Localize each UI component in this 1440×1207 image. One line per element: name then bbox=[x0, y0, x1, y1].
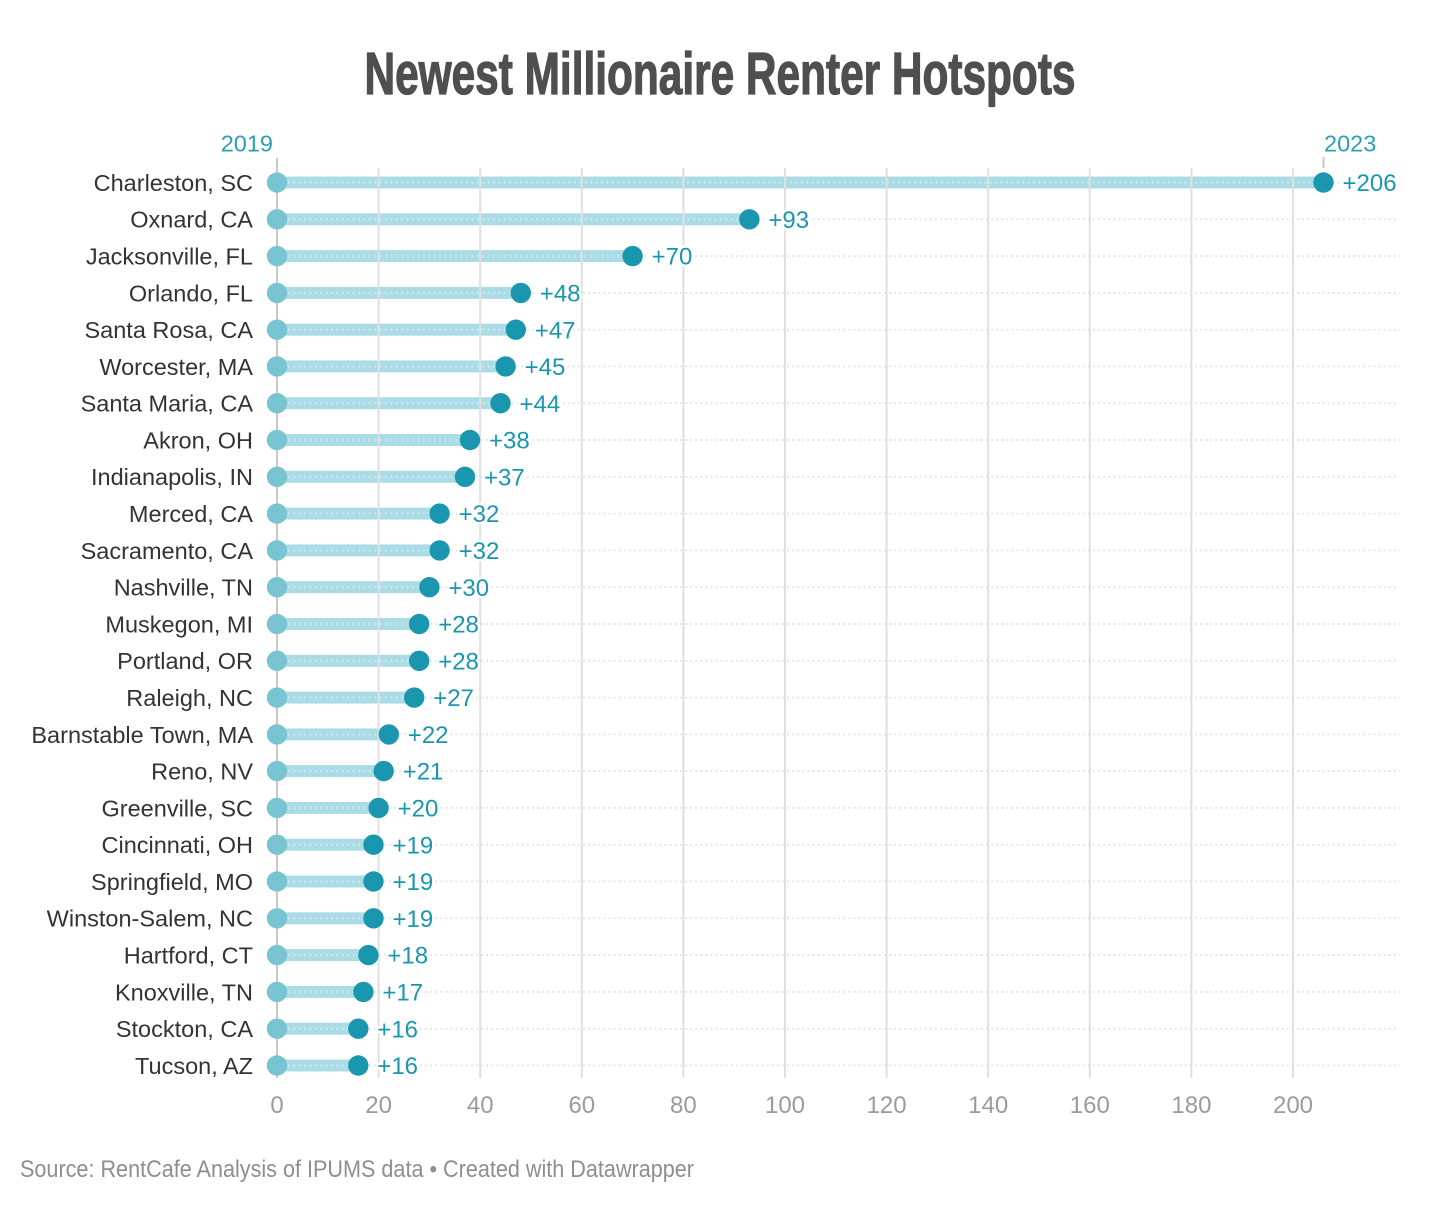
svg-text:+70: +70 bbox=[652, 244, 693, 271]
svg-text:+32: +32 bbox=[459, 501, 500, 528]
svg-text:Nashville, TN: Nashville, TN bbox=[114, 575, 253, 601]
svg-text:20: 20 bbox=[365, 1092, 392, 1119]
svg-text:Charleston, SC: Charleston, SC bbox=[94, 170, 253, 196]
svg-text:Orlando, FL: Orlando, FL bbox=[129, 280, 253, 306]
svg-text:Santa Maria, CA: Santa Maria, CA bbox=[81, 391, 254, 417]
svg-text:Stockton, CA: Stockton, CA bbox=[116, 1016, 253, 1042]
svg-text:Sacramento, CA: Sacramento, CA bbox=[81, 538, 254, 564]
svg-text:Worcester, MA: Worcester, MA bbox=[99, 354, 253, 380]
svg-text:+19: +19 bbox=[393, 832, 434, 859]
svg-text:Hartford, CT: Hartford, CT bbox=[124, 943, 253, 969]
svg-text:2023: 2023 bbox=[1324, 131, 1376, 157]
svg-text:200: 200 bbox=[1273, 1092, 1313, 1119]
svg-text:+93: +93 bbox=[768, 207, 809, 234]
svg-text:Cincinnati, OH: Cincinnati, OH bbox=[102, 832, 254, 858]
svg-text:80: 80 bbox=[670, 1092, 697, 1119]
svg-text:+48: +48 bbox=[540, 281, 581, 308]
svg-text:Raleigh, NC: Raleigh, NC bbox=[126, 685, 253, 711]
svg-text:140: 140 bbox=[968, 1092, 1008, 1119]
svg-text:Knoxville, TN: Knoxville, TN bbox=[115, 979, 253, 1005]
svg-text:2019: 2019 bbox=[221, 131, 273, 157]
svg-text:120: 120 bbox=[867, 1092, 907, 1119]
svg-text:100: 100 bbox=[765, 1092, 805, 1119]
svg-text:Barnstable Town, MA: Barnstable Town, MA bbox=[31, 722, 253, 748]
svg-text:0: 0 bbox=[270, 1092, 283, 1119]
svg-text:Greenville, SC: Greenville, SC bbox=[102, 795, 254, 821]
svg-text:+47: +47 bbox=[535, 317, 576, 344]
svg-text:+16: +16 bbox=[377, 1053, 418, 1080]
svg-text:+17: +17 bbox=[382, 980, 423, 1007]
svg-text:Jacksonville, FL: Jacksonville, FL bbox=[86, 244, 253, 270]
svg-text:Springfield, MO: Springfield, MO bbox=[91, 869, 253, 895]
svg-text:+32: +32 bbox=[459, 538, 500, 565]
svg-text:Newest Millionaire Renter Hots: Newest Millionaire Renter Hotspots bbox=[365, 41, 1076, 107]
svg-text:Muskegon, MI: Muskegon, MI bbox=[105, 611, 253, 637]
svg-text:Akron, OH: Akron, OH bbox=[143, 427, 253, 453]
svg-text:Winston-Salem, NC: Winston-Salem, NC bbox=[47, 906, 253, 932]
svg-text:Portland, OR: Portland, OR bbox=[117, 648, 253, 674]
svg-text:+44: +44 bbox=[520, 391, 561, 418]
svg-text:+38: +38 bbox=[489, 428, 530, 455]
svg-text:Source: RentCafe Analysis of I: Source: RentCafe Analysis of IPUMS data … bbox=[20, 1156, 694, 1183]
svg-text:Santa Rosa, CA: Santa Rosa, CA bbox=[84, 317, 253, 343]
svg-text:+27: +27 bbox=[433, 685, 474, 712]
svg-text:+28: +28 bbox=[438, 612, 479, 639]
svg-text:Indianapolis, IN: Indianapolis, IN bbox=[91, 464, 253, 490]
svg-text:Oxnard, CA: Oxnard, CA bbox=[130, 207, 253, 233]
svg-text:+37: +37 bbox=[484, 464, 525, 491]
svg-text:+206: +206 bbox=[1343, 170, 1397, 197]
svg-text:Merced, CA: Merced, CA bbox=[129, 501, 253, 527]
svg-text:60: 60 bbox=[568, 1092, 595, 1119]
svg-text:+16: +16 bbox=[377, 1016, 418, 1043]
svg-text:+21: +21 bbox=[403, 759, 444, 786]
svg-text:+30: +30 bbox=[448, 575, 489, 602]
svg-text:+28: +28 bbox=[438, 648, 479, 675]
svg-text:Tucson, AZ: Tucson, AZ bbox=[135, 1053, 253, 1079]
svg-text:40: 40 bbox=[467, 1092, 494, 1119]
svg-text:+22: +22 bbox=[408, 722, 449, 749]
svg-text:+18: +18 bbox=[387, 943, 428, 970]
svg-text:Reno, NV: Reno, NV bbox=[151, 759, 253, 785]
svg-text:+19: +19 bbox=[393, 869, 434, 896]
svg-text:+45: +45 bbox=[525, 354, 566, 381]
svg-text:+19: +19 bbox=[393, 906, 434, 933]
svg-text:160: 160 bbox=[1070, 1092, 1110, 1119]
svg-text:+20: +20 bbox=[398, 796, 439, 823]
svg-text:180: 180 bbox=[1171, 1092, 1211, 1119]
